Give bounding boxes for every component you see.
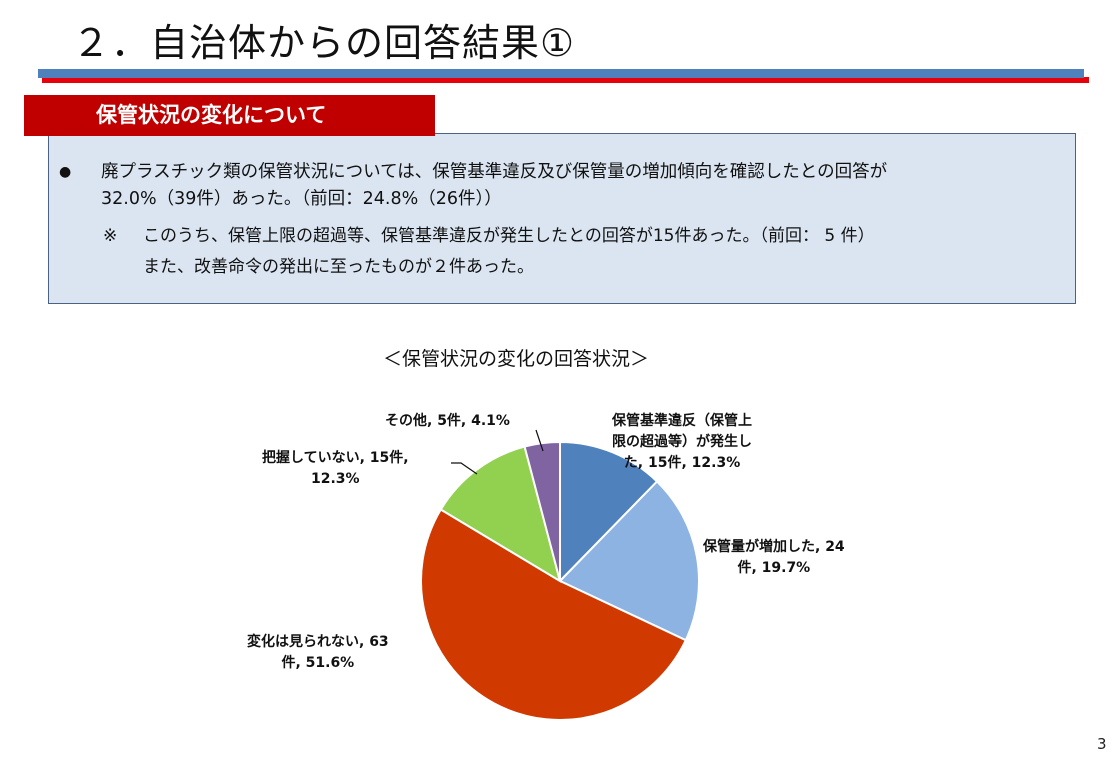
leader-line-unknown bbox=[451, 462, 478, 475]
chart-title: ＜保管状況の変化の回答状況＞ bbox=[383, 348, 650, 370]
slide-title: ２．自治体からの回答結果① bbox=[72, 21, 576, 65]
label-no-change: 変化は見られない, 63 件, 51.6% bbox=[247, 634, 389, 671]
pie-slice-increased bbox=[558, 480, 700, 642]
pie-slice-unknown bbox=[439, 445, 562, 584]
summary-bullet: ● 廃プラスチック類の保管状況については、保管基準違反及び保管量の増加傾向を確認… bbox=[59, 159, 887, 213]
note-text-line2: また、改善命令の発出に至ったものが２件あった。 bbox=[143, 257, 534, 277]
page-number: 3 bbox=[1097, 735, 1107, 753]
bullet-text-line2: 32.0%（39件）あった。（前回：24.8%（26件）） bbox=[101, 189, 502, 209]
title-underline-red bbox=[42, 77, 1089, 83]
leader-line-other bbox=[535, 429, 544, 452]
note-mark-icon: ※ bbox=[103, 226, 118, 246]
label-other: その他, 5件, 4.1% bbox=[385, 413, 510, 429]
pie-slice-other bbox=[523, 440, 561, 582]
label-violation: 保管基準違反（保管上 限の超過等）が発生し た, 15件, 12.3% bbox=[612, 413, 752, 471]
pie-slices bbox=[420, 440, 700, 721]
label-unknown: 把握していない, 15件, 12.3% bbox=[262, 450, 409, 487]
pie-slice-no-change bbox=[420, 508, 688, 721]
label-increased: 保管量が増加した, 24 件, 19.7% bbox=[703, 539, 845, 576]
summary-note: ※ このうち、保管上限の超過等、保管基準違反が発生したとの回答が15件あった。（… bbox=[103, 221, 875, 283]
summary-box: ● 廃プラスチック類の保管状況については、保管基準違反及び保管量の増加傾向を確認… bbox=[48, 133, 1076, 304]
note-text-line1: このうち、保管上限の超過等、保管基準違反が発生したとの回答が15件あった。（前回… bbox=[143, 226, 875, 246]
pie-slice-violation bbox=[559, 440, 659, 584]
bullet-dot-icon: ● bbox=[59, 164, 72, 180]
title-underline-blue bbox=[38, 69, 1084, 78]
bullet-text-line1: 廃プラスチック類の保管状況については、保管基準違反及び保管量の増加傾向を確認した… bbox=[101, 162, 888, 182]
section-banner: 保管状況の変化について bbox=[24, 95, 435, 136]
